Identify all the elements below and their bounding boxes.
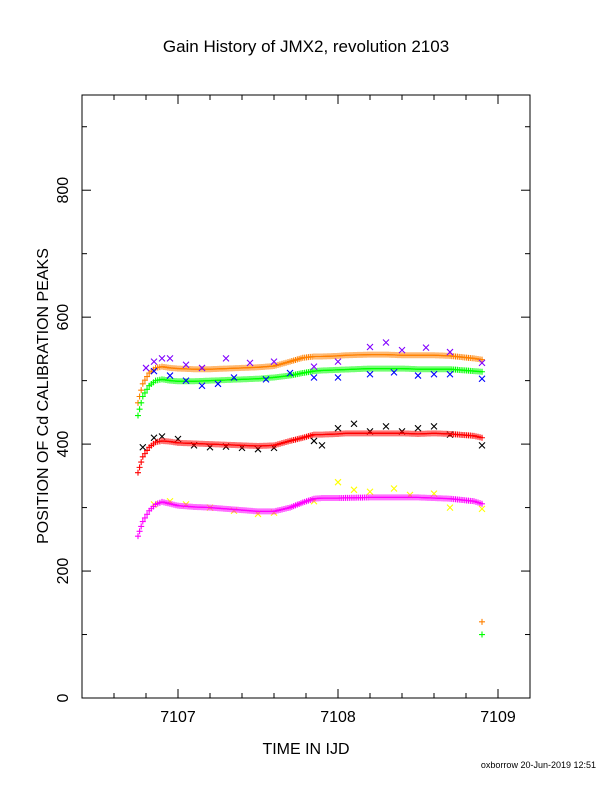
data-point (479, 631, 485, 638)
data-point (139, 393, 146, 400)
data-point (141, 514, 148, 521)
data-point (150, 367, 158, 375)
data-point (479, 500, 485, 507)
data-point (430, 422, 438, 430)
data-point (136, 528, 143, 535)
data-point (166, 372, 174, 379)
data-point (350, 420, 358, 428)
data-point (198, 364, 206, 372)
data-point (139, 518, 146, 525)
y-tick-label: 600 (55, 304, 72, 331)
data-point (334, 374, 342, 381)
y-tick-label: 400 (55, 431, 72, 458)
data-point (270, 358, 278, 365)
data-point (478, 441, 486, 449)
data-point (135, 412, 141, 419)
data-point (141, 389, 148, 396)
x-tick-label: 7108 (320, 709, 356, 726)
data-point (366, 343, 374, 351)
data-point (158, 355, 166, 362)
data-point (144, 386, 151, 393)
data-point (382, 422, 390, 430)
data-point (198, 382, 206, 390)
y-tick-label: 0 (55, 693, 72, 702)
data-point (414, 424, 422, 432)
data-point (136, 406, 143, 413)
credit-text: oxborrow 20-Jun-2019 12:51 (481, 760, 596, 770)
data-point (182, 361, 190, 369)
data-point (139, 443, 147, 451)
data-point (138, 459, 145, 466)
data-point (334, 478, 342, 486)
data-point (286, 369, 294, 377)
data-point (166, 355, 174, 362)
series-markers (150, 367, 486, 390)
data-point (222, 355, 230, 362)
data-point (144, 511, 151, 518)
data-point (478, 375, 486, 383)
data-point (479, 434, 485, 441)
x-axis: 7107 7108 7109 (113, 95, 516, 726)
data-point (150, 358, 158, 365)
data-point (479, 368, 485, 375)
data-point (310, 363, 318, 371)
data-point (334, 424, 342, 432)
data-point (390, 368, 398, 376)
data-point (350, 486, 358, 494)
data-point (138, 387, 145, 394)
data-point (382, 339, 390, 346)
data-point (214, 380, 222, 388)
plot-area (135, 339, 486, 638)
series-markers (135, 430, 485, 476)
data-point (390, 485, 398, 492)
series-markers (142, 339, 486, 372)
series-markers (135, 351, 485, 625)
data-point (318, 441, 326, 449)
y-axis: 0 200 400 600 800 (55, 126, 530, 702)
series-markers (135, 365, 485, 638)
data-point (478, 359, 486, 367)
data-point (430, 370, 438, 378)
y-tick-label: 800 (55, 177, 72, 204)
x-tick-label: 7107 (160, 709, 196, 726)
series-markers (135, 494, 485, 540)
data-point (414, 372, 422, 379)
data-point (446, 504, 454, 511)
data-point (135, 469, 141, 476)
data-point (446, 370, 454, 378)
data-point (479, 618, 485, 625)
data-point (310, 437, 318, 445)
data-point (366, 370, 374, 378)
x-tick-label: 7109 (480, 709, 516, 726)
data-point (310, 374, 318, 381)
data-point (142, 364, 150, 372)
data-point (139, 380, 146, 387)
data-point (246, 359, 254, 367)
y-tick-label: 200 (55, 558, 72, 585)
data-point (446, 348, 454, 356)
data-point (135, 533, 141, 540)
data-point (230, 374, 238, 381)
data-point (478, 505, 486, 513)
data-point (144, 373, 151, 380)
plot-frame (81, 94, 531, 699)
data-point (366, 488, 374, 496)
data-point (182, 377, 190, 385)
data-point (398, 346, 406, 354)
data-point (138, 523, 145, 530)
data-point (141, 450, 148, 457)
data-point (141, 377, 148, 384)
data-point (144, 447, 151, 454)
y-axis-label: POSITION OF Cd CALIBRATION PEAKS (35, 248, 52, 544)
chart-title: Gain History of JMX2, revolution 2103 (163, 37, 449, 56)
data-point (479, 356, 485, 363)
data-point (262, 375, 270, 383)
data-point (136, 464, 143, 471)
data-point (422, 344, 430, 352)
x-axis-label: TIME IN IJD (262, 741, 349, 758)
data-point (138, 399, 145, 406)
data-point (139, 453, 146, 460)
data-point (334, 358, 342, 365)
